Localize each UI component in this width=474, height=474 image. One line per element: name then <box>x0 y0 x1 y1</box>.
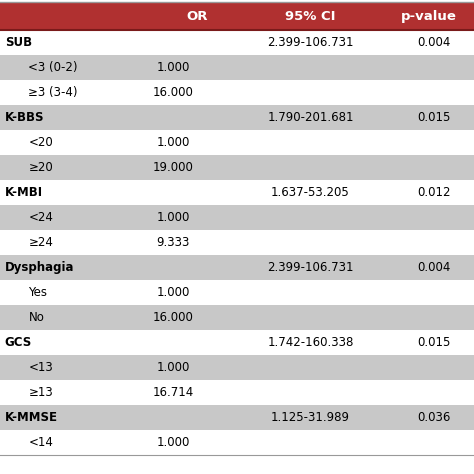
Text: 1.000: 1.000 <box>156 361 190 374</box>
Text: 0.015: 0.015 <box>417 111 450 124</box>
Bar <box>0 230 474 255</box>
Text: 95% CI: 95% CI <box>285 10 336 23</box>
Bar <box>0 155 474 181</box>
Text: 16.000: 16.000 <box>153 311 193 324</box>
Text: GCS: GCS <box>5 337 32 349</box>
Text: Dysphagia: Dysphagia <box>5 261 74 274</box>
Text: 9.333: 9.333 <box>156 237 190 249</box>
Text: 1.000: 1.000 <box>156 437 190 449</box>
Text: OR: OR <box>186 10 208 23</box>
Text: 0.015: 0.015 <box>417 337 450 349</box>
Text: No: No <box>28 311 44 324</box>
Text: 1.790-201.681: 1.790-201.681 <box>267 111 354 124</box>
Text: 0.012: 0.012 <box>417 186 450 200</box>
Bar <box>0 305 474 330</box>
Text: 1.000: 1.000 <box>156 211 190 224</box>
Text: Yes: Yes <box>28 286 47 300</box>
Text: <3 (0-2): <3 (0-2) <box>28 61 78 74</box>
Bar <box>0 2 474 30</box>
Text: 1.000: 1.000 <box>156 286 190 300</box>
Text: 19.000: 19.000 <box>153 161 193 174</box>
Text: 1.637-53.205: 1.637-53.205 <box>271 186 350 200</box>
Text: 1.742-160.338: 1.742-160.338 <box>267 337 354 349</box>
Text: 0.004: 0.004 <box>417 36 450 49</box>
Text: 2.399-106.731: 2.399-106.731 <box>267 261 354 274</box>
Bar <box>0 405 474 430</box>
Text: SUB: SUB <box>5 36 32 49</box>
Text: 1.000: 1.000 <box>156 137 190 149</box>
Bar <box>0 380 474 405</box>
Bar <box>0 330 474 356</box>
Text: K-MBI: K-MBI <box>5 186 43 200</box>
Text: 2.399-106.731: 2.399-106.731 <box>267 36 354 49</box>
Bar <box>0 280 474 305</box>
Text: <24: <24 <box>28 211 53 224</box>
Bar <box>0 55 474 81</box>
Text: 1.125-31.989: 1.125-31.989 <box>271 411 350 424</box>
Bar <box>0 81 474 105</box>
Bar <box>0 205 474 230</box>
Bar <box>0 105 474 130</box>
Text: K-MMSE: K-MMSE <box>5 411 58 424</box>
Text: p-value: p-value <box>401 10 457 23</box>
Text: 0.036: 0.036 <box>417 411 450 424</box>
Text: 0.004: 0.004 <box>417 261 450 274</box>
Text: ≥20: ≥20 <box>28 161 53 174</box>
Bar <box>0 255 474 280</box>
Text: K-BBS: K-BBS <box>5 111 44 124</box>
Text: ≥24: ≥24 <box>28 237 53 249</box>
Text: 16.714: 16.714 <box>152 386 194 400</box>
Bar <box>0 430 474 456</box>
Text: ≥3 (3-4): ≥3 (3-4) <box>28 86 78 100</box>
Text: <13: <13 <box>28 361 53 374</box>
Text: <14: <14 <box>28 437 53 449</box>
Bar <box>0 130 474 155</box>
Bar <box>0 30 474 55</box>
Text: 1.000: 1.000 <box>156 61 190 74</box>
Bar <box>0 181 474 205</box>
Text: <20: <20 <box>28 137 53 149</box>
Text: 16.000: 16.000 <box>153 86 193 100</box>
Text: ≥13: ≥13 <box>28 386 53 400</box>
Bar <box>0 356 474 380</box>
